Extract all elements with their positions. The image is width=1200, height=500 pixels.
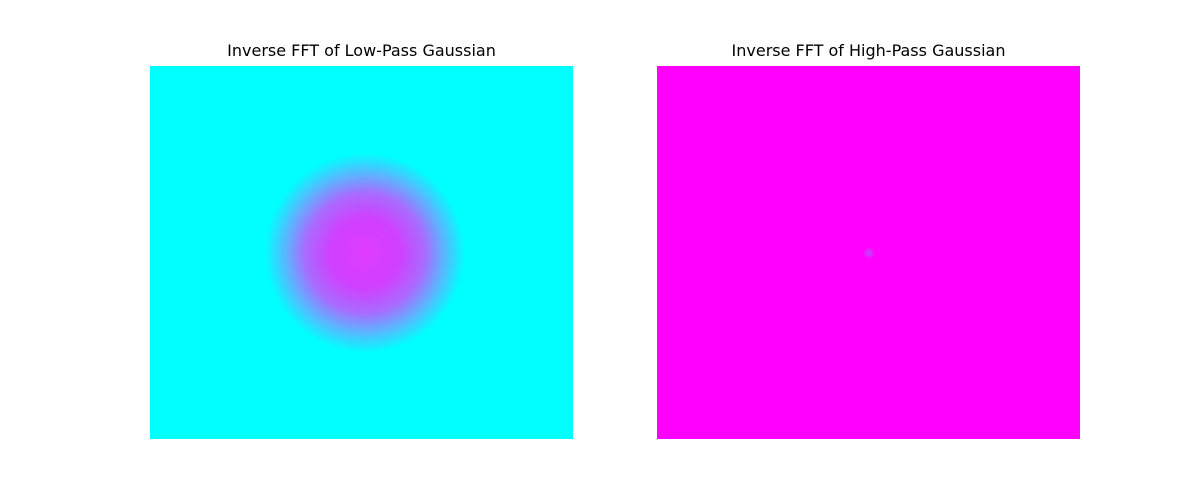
low-pass-title: Inverse FFT of Low-Pass Gaussian — [227, 41, 496, 60]
high-pass-title: Inverse FFT of High-Pass Gaussian — [731, 41, 1006, 60]
high-pass-heatmap — [657, 66, 1080, 439]
high-pass-panel: Inverse FFT of High-Pass Gaussian — [657, 40, 1080, 440]
low-pass-heatmap — [150, 66, 573, 439]
low-pass-gaussian-blob — [150, 66, 573, 439]
low-pass-panel: Inverse FFT of Low-Pass Gaussian — [150, 40, 573, 440]
high-pass-center-dip — [863, 247, 875, 259]
